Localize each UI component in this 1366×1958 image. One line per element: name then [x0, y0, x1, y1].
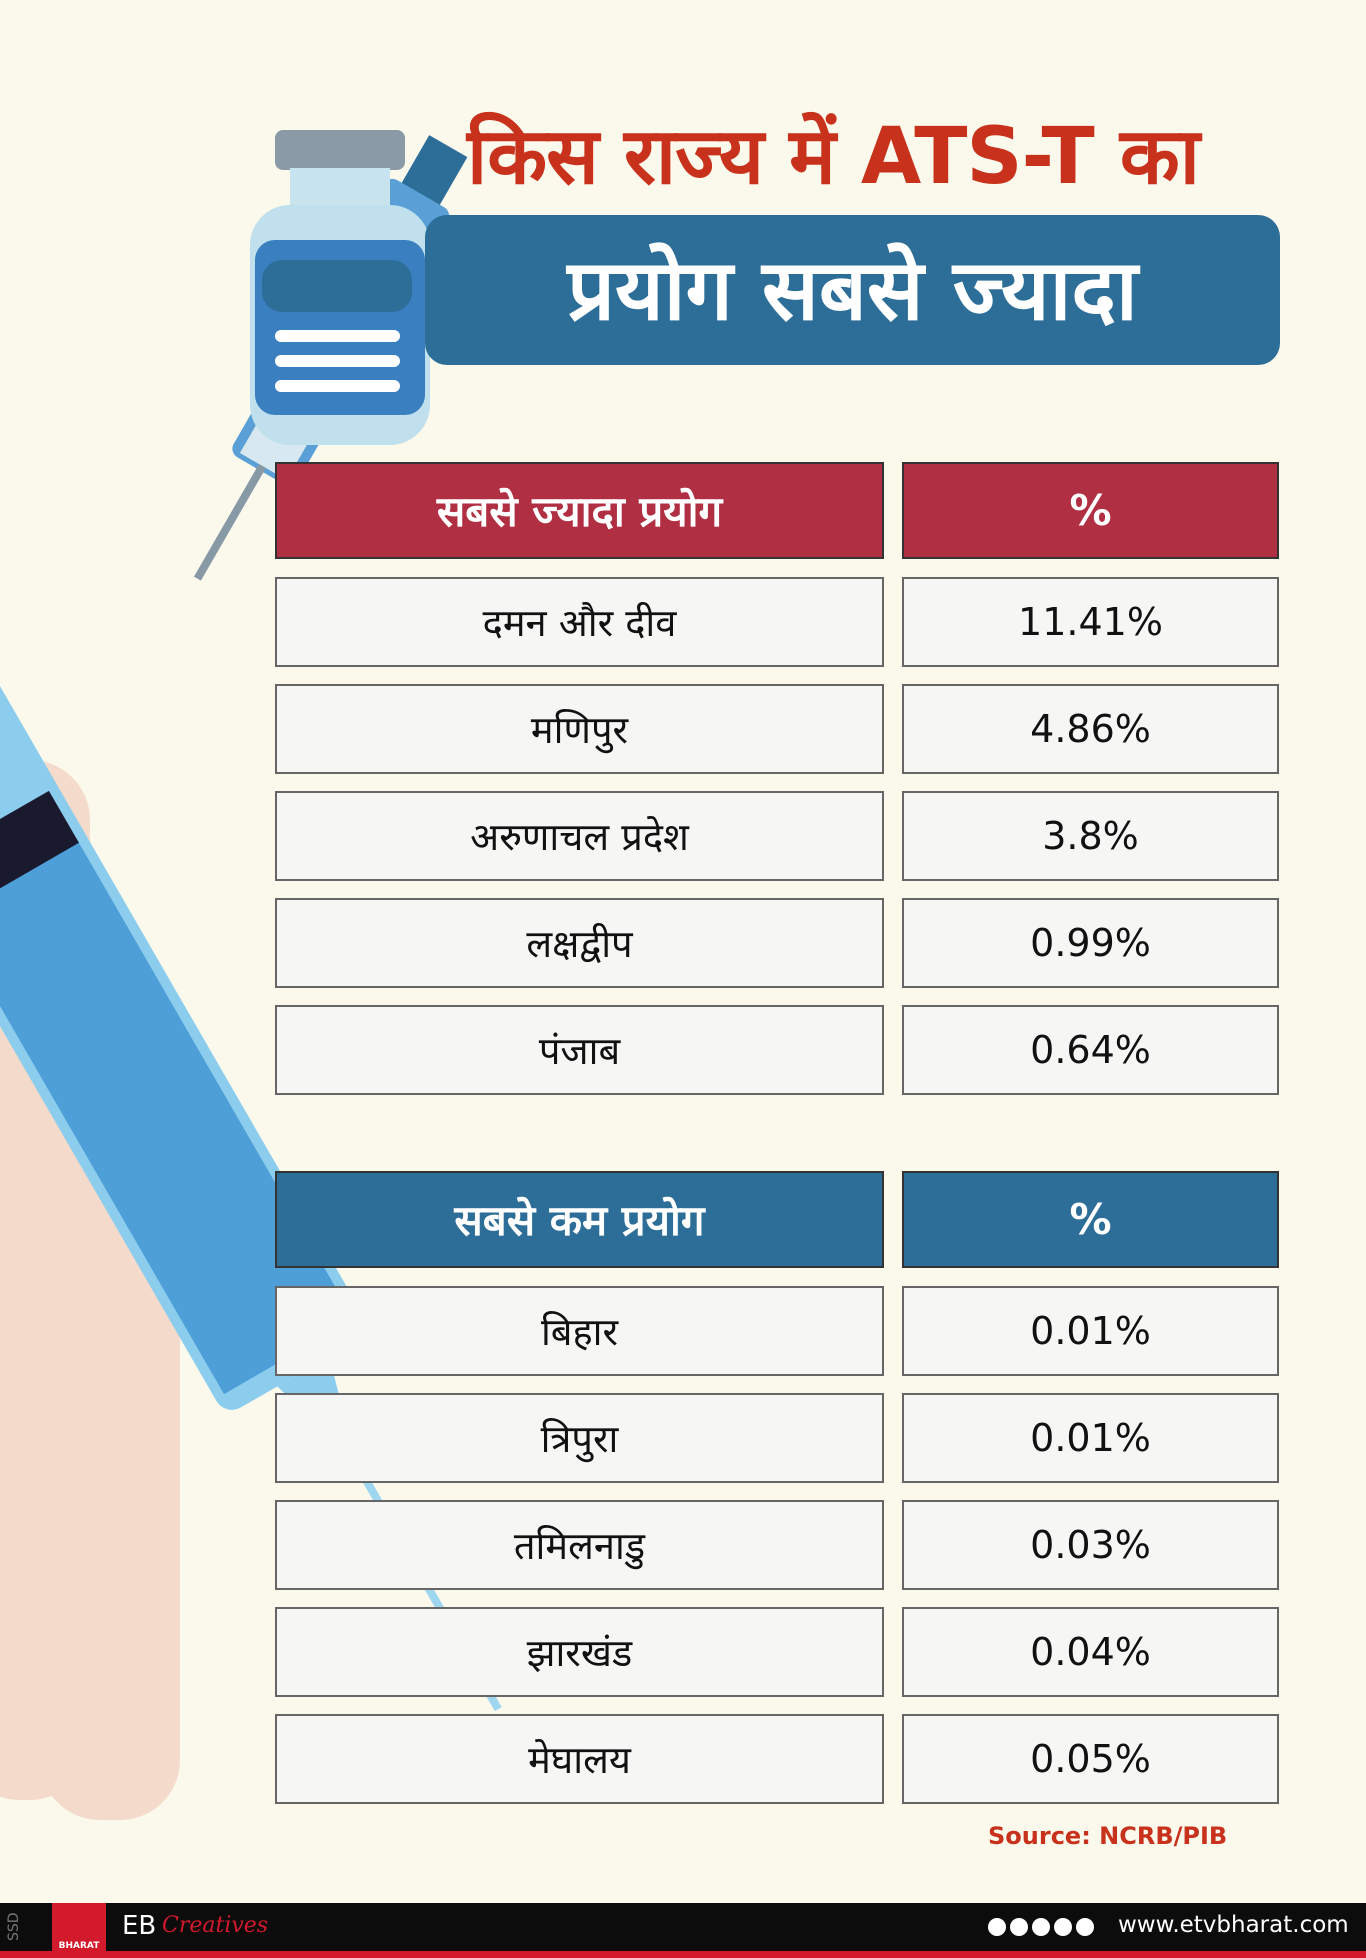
table-cell: 11.41% [902, 577, 1279, 667]
table-cell: 0.99% [902, 898, 1279, 988]
website: www.etvbharat.com [1118, 1912, 1349, 1938]
source: Source: NCRB/PIB [988, 1822, 1228, 1850]
table-cell: 0.64% [902, 1005, 1279, 1095]
table-cell: 0.01% [902, 1286, 1279, 1376]
logo: BHARAT [52, 1903, 106, 1951]
table-header: सबसे कम प्रयोग [275, 1171, 884, 1268]
table-cell: 0.04% [902, 1607, 1279, 1697]
table-cell: 0.01% [902, 1393, 1279, 1483]
table-cell: 3.8% [902, 791, 1279, 881]
table-cell: त्रिपुरा [275, 1393, 884, 1483]
social-icons [988, 1918, 1094, 1936]
table-cell: लक्षद्वीप [275, 898, 884, 988]
footer-stripe [0, 1951, 1366, 1958]
table-cell: मणिपुर [275, 684, 884, 774]
table-cell: मेघालय [275, 1714, 884, 1804]
table-cell: 0.03% [902, 1500, 1279, 1590]
table-header: % [902, 1171, 1279, 1268]
table-cell: तमिलनाडु [275, 1500, 884, 1590]
brand-script: Creatives [162, 1913, 269, 1938]
footer: SSD BHARAT EB Creatives www.etvbharat.co… [0, 1903, 1366, 1951]
logo-text: BHARAT [58, 1941, 100, 1951]
table-cell: 4.86% [902, 684, 1279, 774]
table-header: % [902, 462, 1279, 559]
title-banner [425, 215, 1280, 365]
title: प्रयोग सबसे ज्यादा [567, 241, 1138, 339]
tag: SSD [6, 1912, 22, 1942]
table-cell: झारखंड [275, 1607, 884, 1697]
table-header: सबसे ज्यादा प्रयोग [275, 462, 884, 559]
table-cell: बिहार [275, 1286, 884, 1376]
table-cell: 0.05% [902, 1714, 1279, 1804]
vial [250, 130, 430, 445]
brand: EB [122, 1911, 157, 1941]
title: किस राज्य में ATS-T का [467, 112, 1200, 202]
table-cell: पंजाब [275, 1005, 884, 1095]
table-cell: अरुणाचल प्रदेश [275, 791, 884, 881]
table-cell: दमन और दीव [275, 577, 884, 667]
